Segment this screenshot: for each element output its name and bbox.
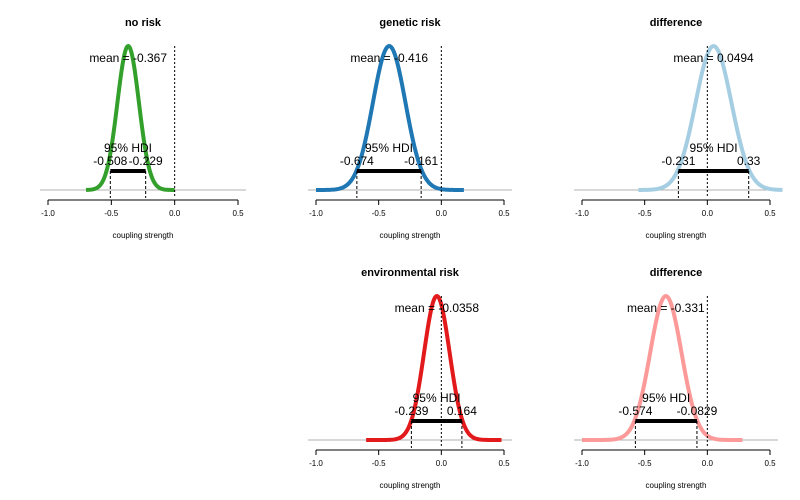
x-tick-label: 0.5 <box>498 209 510 218</box>
density-curve <box>315 44 465 192</box>
panel-title: no risk <box>125 17 162 29</box>
x-ticks <box>315 200 505 205</box>
hdi-low-label: -0.239 <box>394 404 428 418</box>
x-tick-label: -1.0 <box>575 459 589 468</box>
hdi-low-label: -0.508 <box>93 154 127 168</box>
x-axis-label: coupling strength <box>113 231 174 240</box>
x-ticks <box>581 450 771 455</box>
hdi-high-label: -0.161 <box>404 154 438 168</box>
mean-label: mean = -0.331 <box>627 301 705 315</box>
x-tick-label: -0.5 <box>638 209 652 218</box>
x-ticks <box>47 200 239 205</box>
hdi-label: 95% HDI <box>642 391 690 405</box>
x-tick-label: 0.0 <box>436 209 448 218</box>
x-tick-label: 0.5 <box>764 459 776 468</box>
mean-label: mean = -0.0358 <box>395 301 480 315</box>
panel-title: difference <box>650 17 703 29</box>
hdi-high-label: -0.229 <box>129 154 163 168</box>
x-tick-label: 0.0 <box>169 209 181 218</box>
x-axis-label: coupling strength <box>646 231 707 240</box>
x-tick-label: -0.5 <box>104 209 118 218</box>
x-tick-label: -0.5 <box>372 209 386 218</box>
x-axis-label: coupling strength <box>380 481 441 490</box>
hdi-label: 95% HDI <box>413 391 461 405</box>
x-ticks <box>315 450 505 455</box>
hdi-label: 95% HDI <box>104 141 152 155</box>
x-tick-label: 0.5 <box>232 209 244 218</box>
hdi-label: 95% HDI <box>365 141 413 155</box>
x-tick-label: -1.0 <box>309 209 323 218</box>
x-tick-label: 0.0 <box>702 209 714 218</box>
x-axis-label: coupling strength <box>380 231 441 240</box>
x-axis-label: coupling strength <box>646 481 707 490</box>
hdi-label: 95% HDI <box>690 141 738 155</box>
hdi-high-label: 0.164 <box>447 404 477 418</box>
panel-title: environmental risk <box>361 267 460 279</box>
hdi-high-label: -0.0829 <box>677 404 718 418</box>
mean-label: mean = 0.0494 <box>673 51 754 65</box>
x-tick-label: -1.0 <box>575 209 589 218</box>
hdi-low-label: -0.574 <box>618 404 652 418</box>
x-tick-label: -0.5 <box>372 459 386 468</box>
panel-environmental-risk: environmental risk mean = -0.0358 95% HD… <box>308 267 512 490</box>
x-tick-label: 0.0 <box>702 459 714 468</box>
density-curve <box>581 294 744 442</box>
panel-genetic-risk: genetic risk mean = -0.416 95% HDI -0.67… <box>308 17 512 240</box>
hdi-low-label: -0.231 <box>661 154 695 168</box>
x-tick-label: -0.5 <box>638 459 652 468</box>
mean-label: mean = -0.416 <box>350 51 428 65</box>
mean-label: mean = -0.367 <box>89 51 167 65</box>
x-tick-label: 0.5 <box>764 209 776 218</box>
x-tick-label: -1.0 <box>41 209 55 218</box>
panel-title: genetic risk <box>379 17 441 29</box>
hdi-high-label: 0.33 <box>737 154 761 168</box>
x-tick-label: 0.5 <box>498 459 510 468</box>
density-curve <box>637 44 784 192</box>
density-curve <box>84 44 176 192</box>
x-tick-label: 0.0 <box>436 459 448 468</box>
panel-difference-environmental: difference mean = -0.331 95% HDI -0.574 … <box>574 267 778 490</box>
hdi-low-label: -0.674 <box>340 154 374 168</box>
panel-no-risk: no risk mean = -0.367 95% HDI -0.508 -0.… <box>40 17 246 240</box>
panel-title: difference <box>650 267 703 279</box>
x-ticks <box>581 200 771 205</box>
x-tick-label: -1.0 <box>309 459 323 468</box>
panel-difference-genetic: difference mean = 0.0494 95% HDI -0.231 … <box>574 17 784 240</box>
density-curve <box>365 294 503 442</box>
